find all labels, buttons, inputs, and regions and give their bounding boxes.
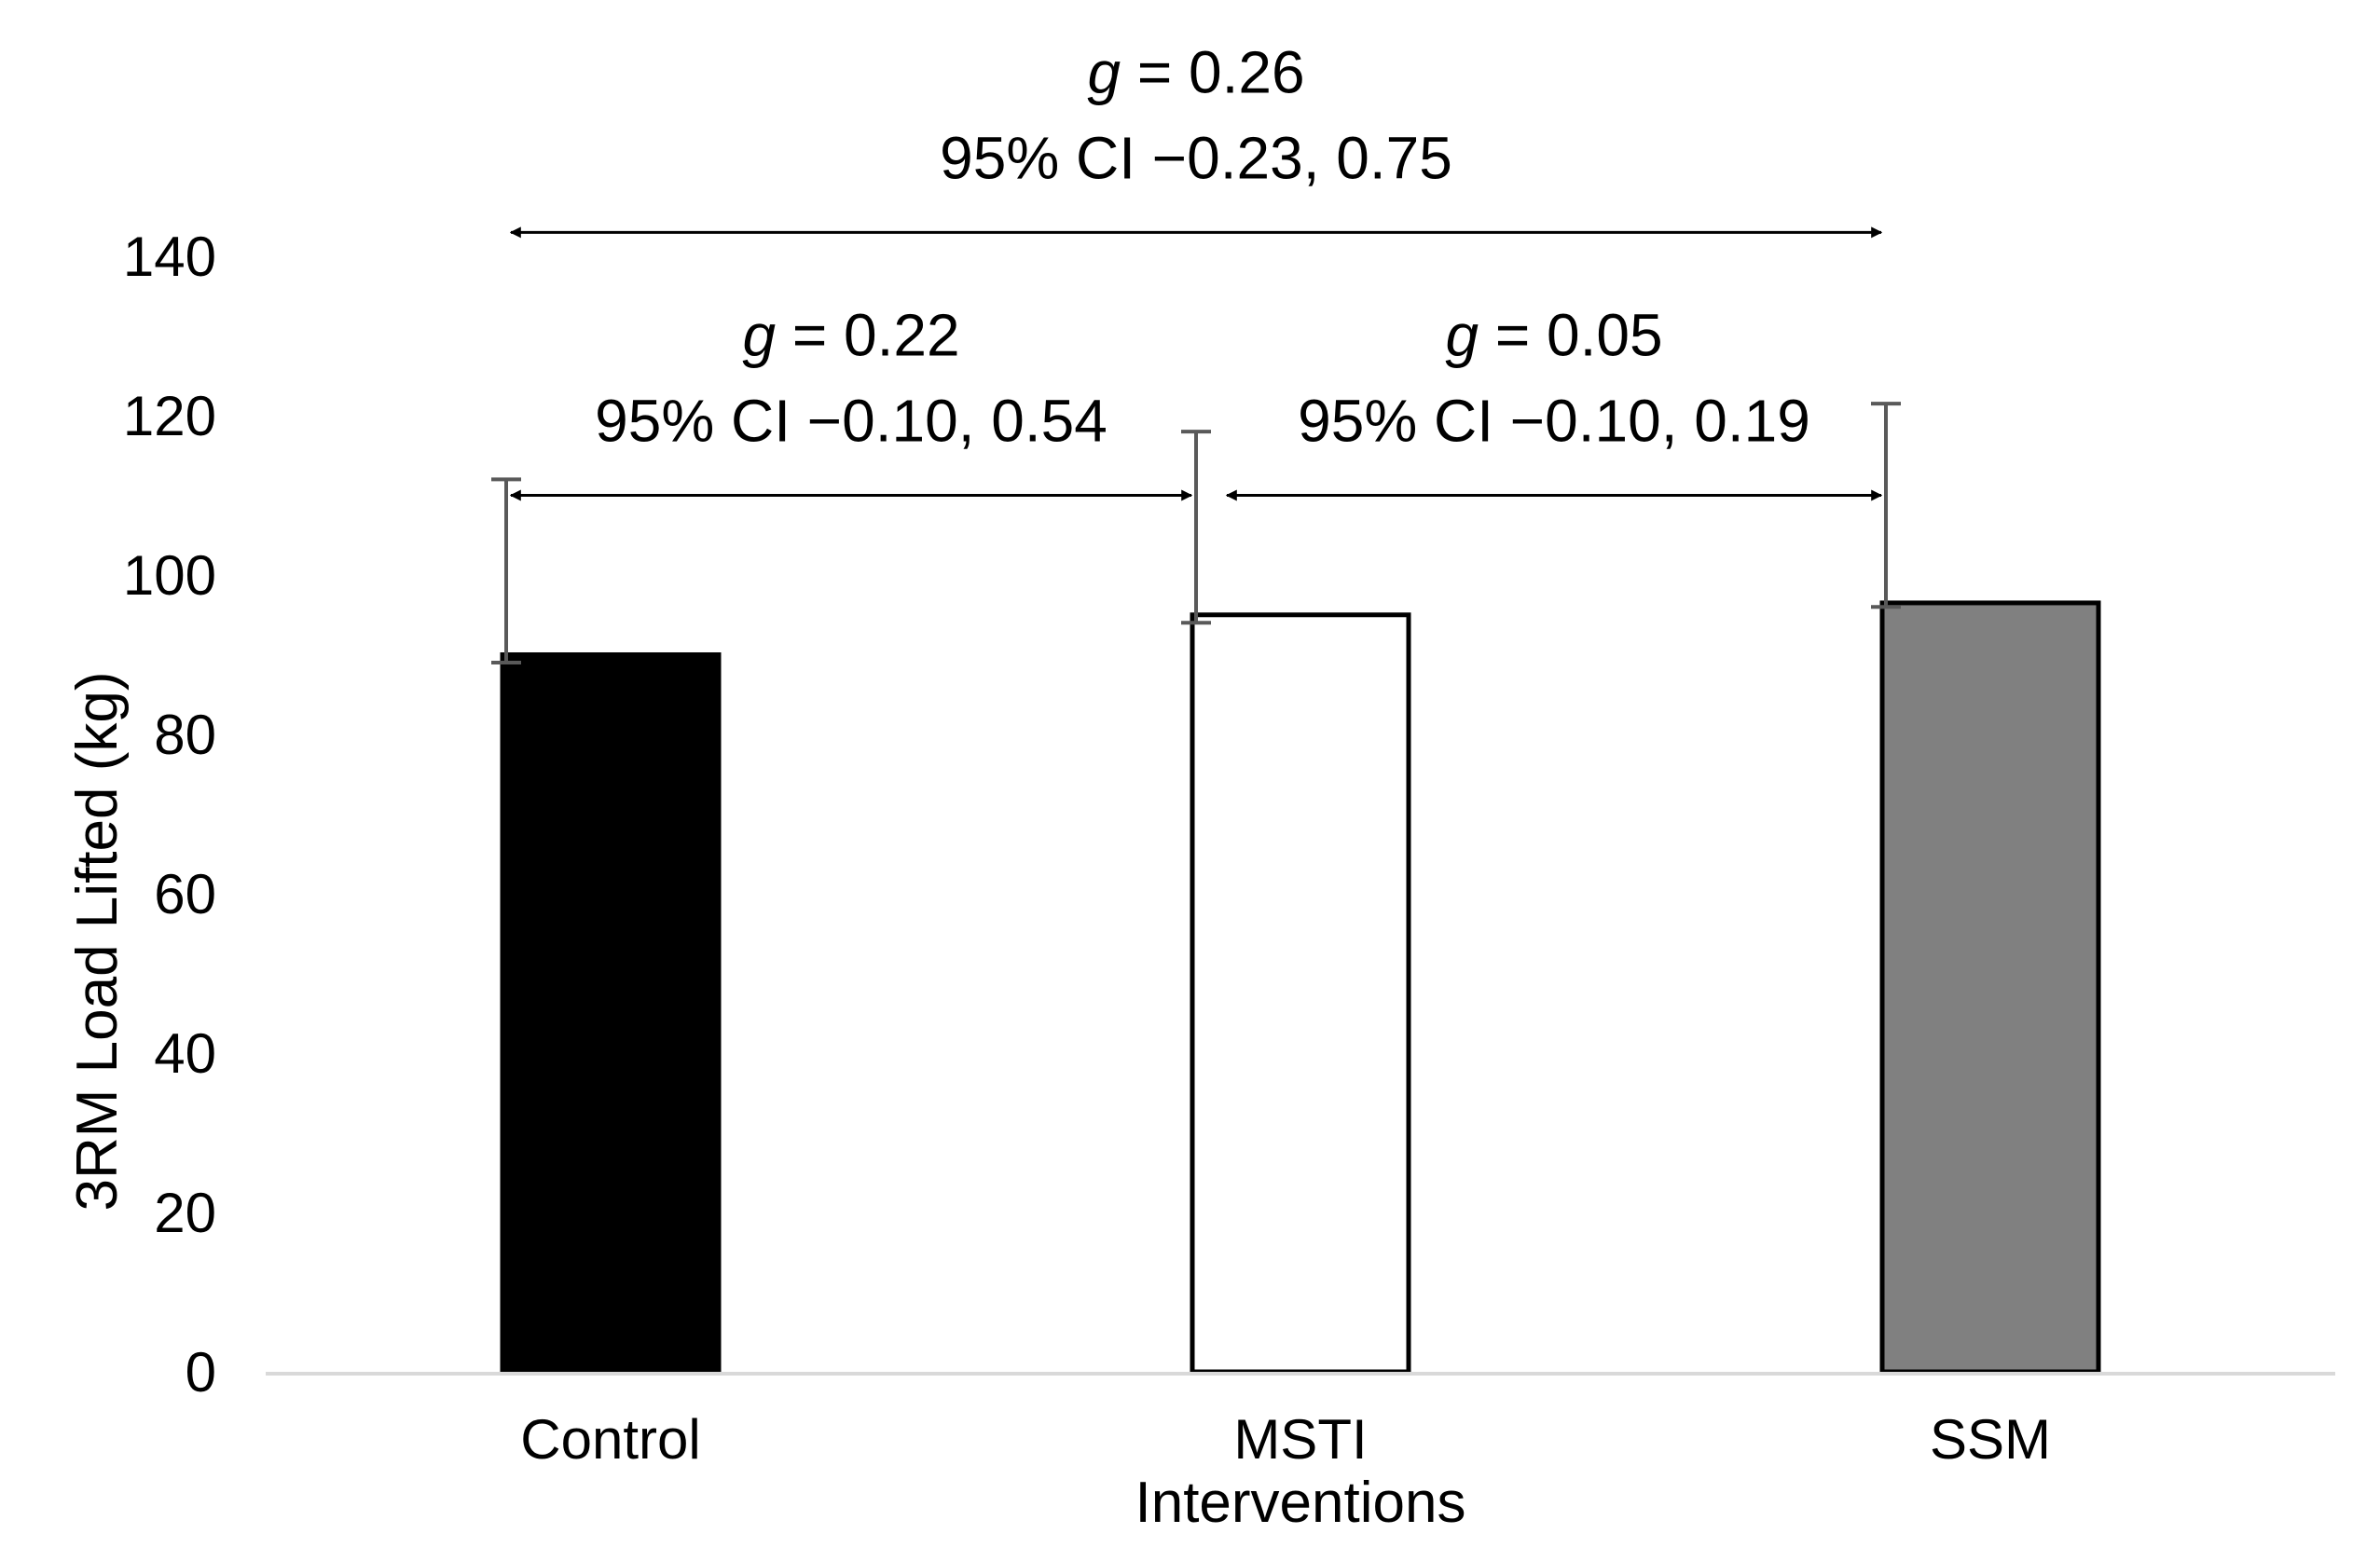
x-axis-title: Interventions	[1135, 1471, 1466, 1535]
effect-size-symbol: g	[742, 302, 776, 369]
bars	[500, 600, 2101, 1375]
confidence-interval-label: 95% CI −0.10, 0.19	[1298, 388, 1810, 455]
confidence-interval-label: 95% CI −0.23, 0.75	[940, 124, 1452, 191]
x-axis-categories: Control MSTI SSM	[520, 1408, 2051, 1471]
y-tick-label: 40	[154, 1022, 216, 1085]
y-tick-label: 140	[123, 226, 216, 288]
effect-size-label: g = 0.05	[1445, 302, 1662, 369]
effect-size-annotations: g = 0.26 95% CI −0.23, 0.75 g = 0.22 95% CI…	[509, 38, 1883, 501]
error-bars	[491, 402, 1901, 665]
y-axis-ticks: 0 20 40 60 80 100 120 140	[123, 226, 216, 1404]
y-axis-title: 3RM Load Lifted (kg)	[65, 672, 130, 1212]
effect-size-value: = 0.26	[1121, 38, 1305, 105]
y-tick-label: 100	[123, 544, 216, 607]
x-tick-label-msti: MSTI	[1233, 1408, 1367, 1471]
y-tick-label: 20	[154, 1182, 216, 1244]
effect-size-label: g = 0.26	[1087, 38, 1304, 105]
x-tick-label-control: Control	[520, 1408, 700, 1471]
confidence-interval-label: 95% CI −0.10, 0.54	[595, 388, 1107, 455]
effect-size-symbol: g	[1087, 38, 1121, 105]
bar-ssm	[1879, 600, 2101, 1375]
effect-size-label: g = 0.22	[742, 302, 959, 369]
y-tick-label: 0	[186, 1341, 216, 1404]
y-tick-label: 80	[154, 704, 216, 766]
effect-size-value: = 0.22	[776, 302, 960, 369]
y-tick-label: 60	[154, 863, 216, 925]
effect-size-value: = 0.05	[1479, 302, 1663, 369]
y-tick-label: 120	[123, 385, 216, 447]
x-tick-label-ssm: SSM	[1930, 1408, 2051, 1471]
effect-size-symbol: g	[1445, 302, 1479, 369]
bar-control	[500, 652, 722, 1375]
bar-msti	[1190, 612, 1411, 1375]
